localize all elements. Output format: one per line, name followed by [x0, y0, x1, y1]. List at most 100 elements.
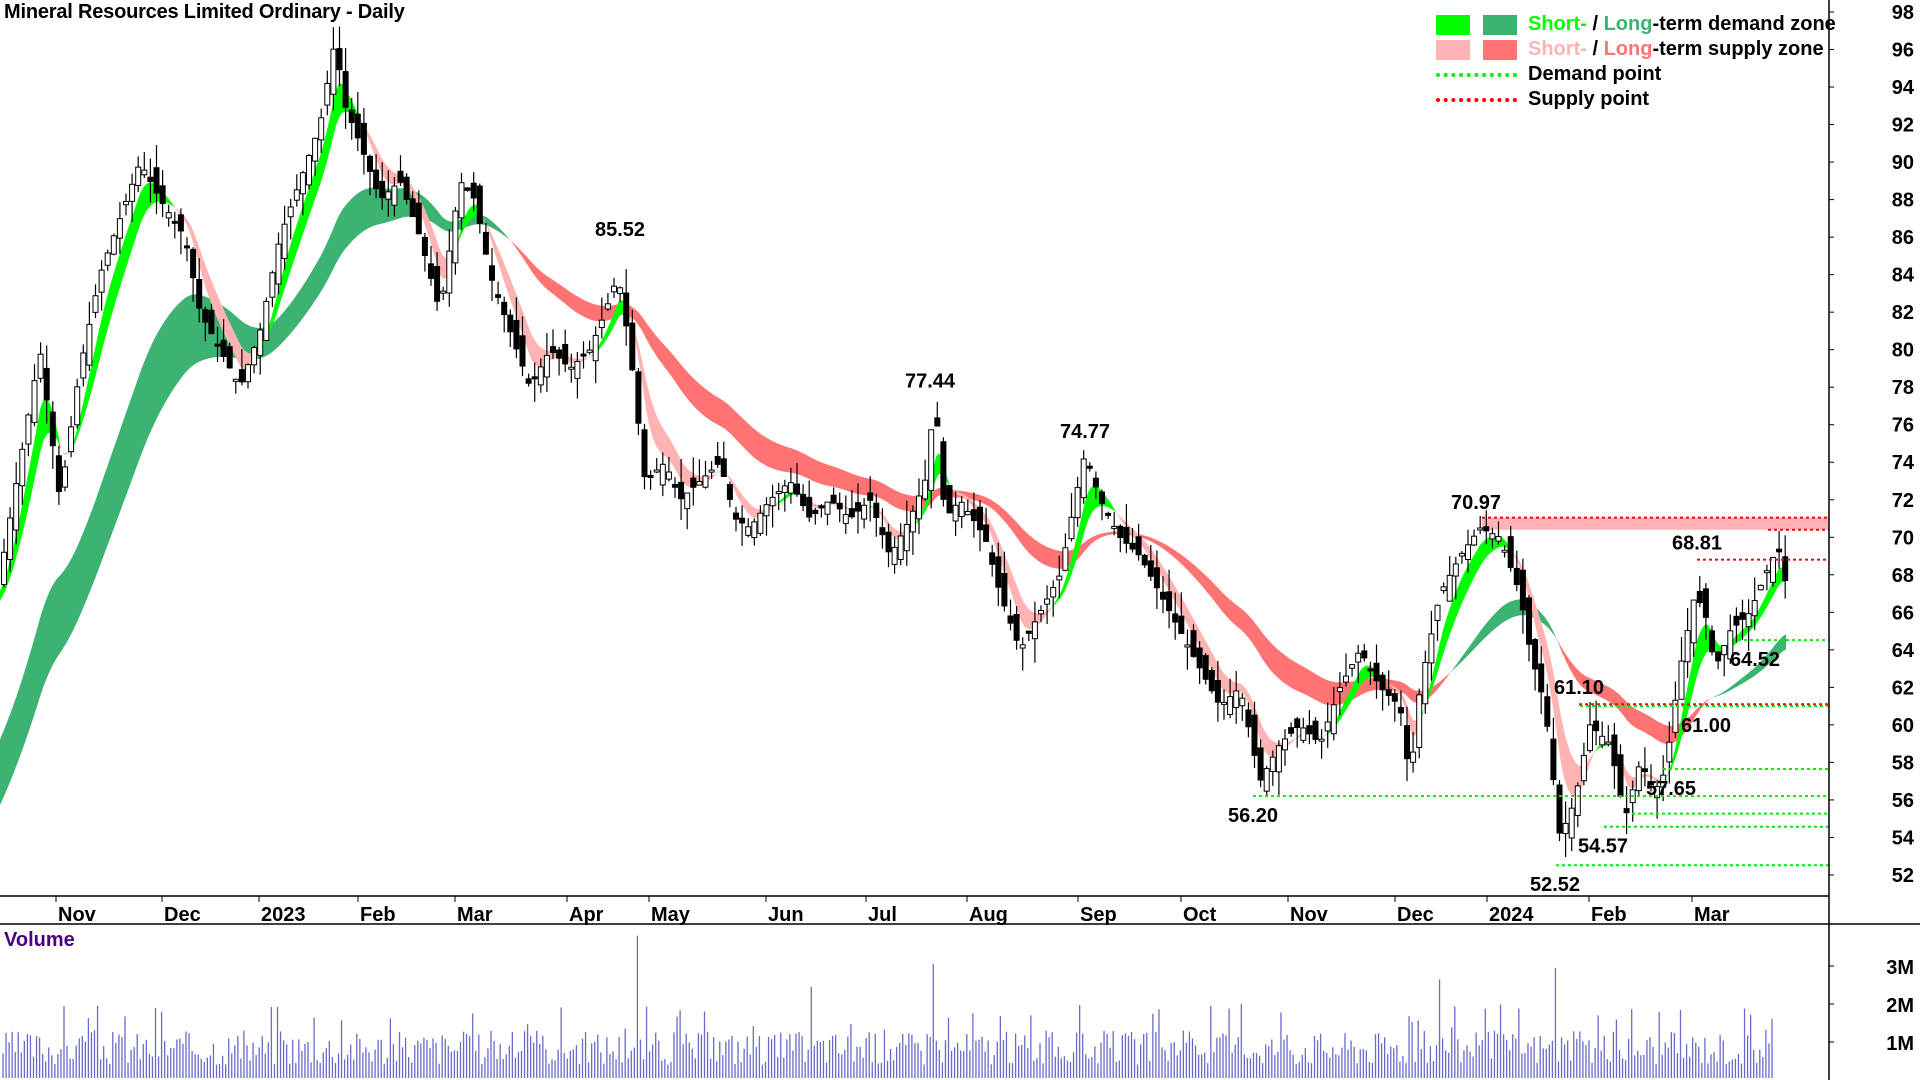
- price-annotation: 85.52: [595, 219, 645, 241]
- legend-demand-zone: Short- / Long -term demand zone: [1436, 12, 1836, 37]
- x-tick-label: May: [651, 904, 691, 926]
- price-annotation: 64.52: [1730, 649, 1780, 671]
- y-tick-label: 88: [1892, 190, 1914, 212]
- y-tick-label: 94: [1892, 77, 1915, 99]
- short-term-zone: [60, 444, 68, 456]
- y-tick-label: 60: [1892, 715, 1914, 737]
- x-tick-label: 2024: [1489, 904, 1534, 926]
- short-term-zone: [1594, 742, 1614, 754]
- legend-text: Long: [1603, 38, 1653, 60]
- volume-label: Volume: [4, 929, 75, 951]
- y-tick-label: 90: [1892, 152, 1914, 174]
- x-tick-label: Aug: [969, 904, 1008, 926]
- legend-text: /: [1586, 13, 1604, 35]
- price-annotation: 56.20: [1228, 805, 1278, 827]
- price-annotation: 61.00: [1681, 715, 1731, 737]
- price-annotation: 52.52: [1530, 874, 1580, 896]
- y-tick-label: 62: [1892, 677, 1914, 699]
- price-annotation: 68.81: [1672, 533, 1722, 555]
- y-tick-label: 66: [1892, 602, 1914, 624]
- y-tick-label: 70: [1892, 527, 1914, 549]
- legend-text: Long: [1603, 13, 1653, 35]
- short-term-zone: [1614, 747, 1666, 789]
- legend-supply-zone: Short- / Long -term supply zone: [1436, 37, 1836, 62]
- y-tick-label: 64: [1892, 640, 1915, 662]
- short-term-zone: [0, 398, 60, 601]
- y-tick-label: 54: [1892, 827, 1915, 849]
- x-tick-label: Oct: [1183, 904, 1217, 926]
- x-tick-label: Dec: [1397, 904, 1434, 926]
- short-supply-swatch: [1436, 39, 1470, 60]
- y-tick-label: 92: [1892, 115, 1914, 137]
- x-tick-label: Feb: [360, 904, 396, 926]
- short-term-zone: [68, 182, 174, 454]
- long-term-zone: [1556, 637, 1710, 745]
- y-tick-label: 96: [1892, 40, 1914, 62]
- short-term-zone: [630, 316, 718, 488]
- x-tick-label: Apr: [569, 904, 604, 926]
- short-term-zone: [360, 118, 456, 280]
- y-tick-label: 52: [1892, 865, 1914, 887]
- x-tick-label: Dec: [164, 904, 201, 926]
- x-tick-label: Nov: [58, 904, 97, 926]
- supply-band: [1482, 517, 1829, 530]
- supply-point-line-icon: [1436, 97, 1517, 102]
- short-term-zone: [484, 217, 590, 367]
- price-annotation: 54.57: [1578, 836, 1628, 858]
- short-term-zone: [1324, 665, 1386, 737]
- short-term-zone: [1666, 567, 1786, 778]
- short-term-zone: [866, 506, 874, 510]
- long-term-zone: [508, 237, 1450, 706]
- y-tick-label: 56: [1892, 790, 1914, 812]
- price-annotation: 70.97: [1451, 492, 1501, 514]
- long-term-zone: [0, 187, 508, 806]
- price-annotation: 57.65: [1646, 778, 1696, 800]
- demand-point-line-icon: [1436, 72, 1517, 77]
- y-tick-label: 84: [1892, 265, 1915, 287]
- x-tick-label: Nov: [1290, 904, 1329, 926]
- legend-text: Short-: [1528, 13, 1587, 35]
- volume-tick-label: 1M: [1886, 1033, 1914, 1055]
- price-annotation: 61.10: [1554, 677, 1604, 699]
- x-tick-label: Jul: [868, 904, 897, 926]
- x-tick-label: 2023: [261, 904, 306, 926]
- short-term-zone: [262, 83, 360, 348]
- y-tick-label: 98: [1892, 2, 1914, 24]
- legend-text: Short-: [1528, 38, 1587, 60]
- y-tick-label: 72: [1892, 490, 1914, 512]
- y-tick-label: 82: [1892, 302, 1914, 324]
- long-demand-swatch: [1483, 14, 1517, 35]
- legend-text: /: [1586, 38, 1604, 60]
- legend-demand-point: Demand point: [1436, 62, 1836, 87]
- y-tick-label: 78: [1892, 377, 1914, 399]
- chart-title: Mineral Resources Limited Ordinary - Dai…: [4, 1, 405, 23]
- y-tick-label: 86: [1892, 227, 1914, 249]
- volume-bars: [2, 935, 1773, 1078]
- x-tick-label: Feb: [1591, 904, 1627, 926]
- y-tick-label: 76: [1892, 415, 1914, 437]
- volume-tick-label: 2M: [1886, 995, 1914, 1017]
- long-term-zone: [1450, 599, 1556, 674]
- short-term-zone: [1422, 536, 1512, 717]
- short-term-zone: [1512, 551, 1594, 797]
- price-annotation: 77.44: [905, 371, 956, 393]
- y-tick-label: 58: [1892, 752, 1914, 774]
- y-tick-label: 68: [1892, 565, 1914, 587]
- short-term-zone: [804, 496, 866, 513]
- short-term-zone: [174, 205, 262, 370]
- y-tick-label: 74: [1892, 452, 1915, 474]
- price-annotation: 74.77: [1060, 421, 1110, 443]
- legend-text: Demand point: [1528, 63, 1662, 85]
- short-term-zone: [1386, 681, 1422, 737]
- y-tick-label: 80: [1892, 340, 1914, 362]
- short-term-zone: [1116, 511, 1296, 757]
- short-term-zone: [1050, 485, 1116, 610]
- legend: Short- / Long -term demand zone Short- / …: [1436, 12, 1836, 112]
- x-tick-label: Jun: [768, 904, 804, 926]
- x-tick-label: Mar: [457, 904, 493, 926]
- legend-supply-point: Supply point: [1436, 87, 1836, 112]
- short-demand-swatch: [1436, 14, 1470, 35]
- short-term-zone: [724, 472, 774, 518]
